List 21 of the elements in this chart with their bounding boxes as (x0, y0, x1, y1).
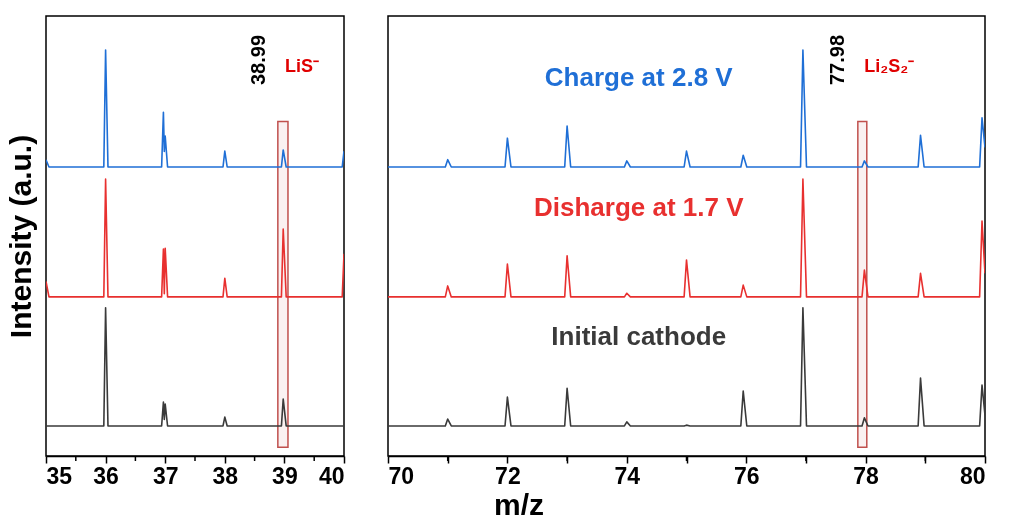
annotation: 38.99 (246, 34, 269, 86)
series-label: Initial cathode (551, 320, 727, 351)
x-axis-title: m/z (493, 487, 545, 521)
annotation: Li₂S₂⁻ (864, 56, 915, 76)
x-tick-label: 74 (614, 462, 641, 489)
x-tick-label: 38 (212, 462, 239, 489)
x-tick-label: 80 (959, 462, 986, 489)
x-tick-label: 76 (733, 462, 760, 489)
x-tick-label: 39 (272, 462, 298, 489)
series-label: Disharge at 1.7 V (533, 191, 745, 222)
x-tick-label: 40 (318, 462, 345, 489)
x-tick-label: 35 (46, 462, 73, 489)
series-label: Charge at 2.8 V (544, 61, 734, 92)
x-tick-label: 78 (853, 462, 880, 489)
y-axis-title: Intensity (a.u.) (3, 134, 37, 339)
x-tick-label: 36 (93, 462, 119, 489)
annotation: LiS⁻ (284, 56, 319, 76)
x-tick-label: 70 (388, 462, 415, 489)
annotation: 77.98 (826, 34, 849, 86)
x-tick-label: 37 (152, 462, 179, 489)
x-tick-label: 72 (495, 462, 521, 489)
